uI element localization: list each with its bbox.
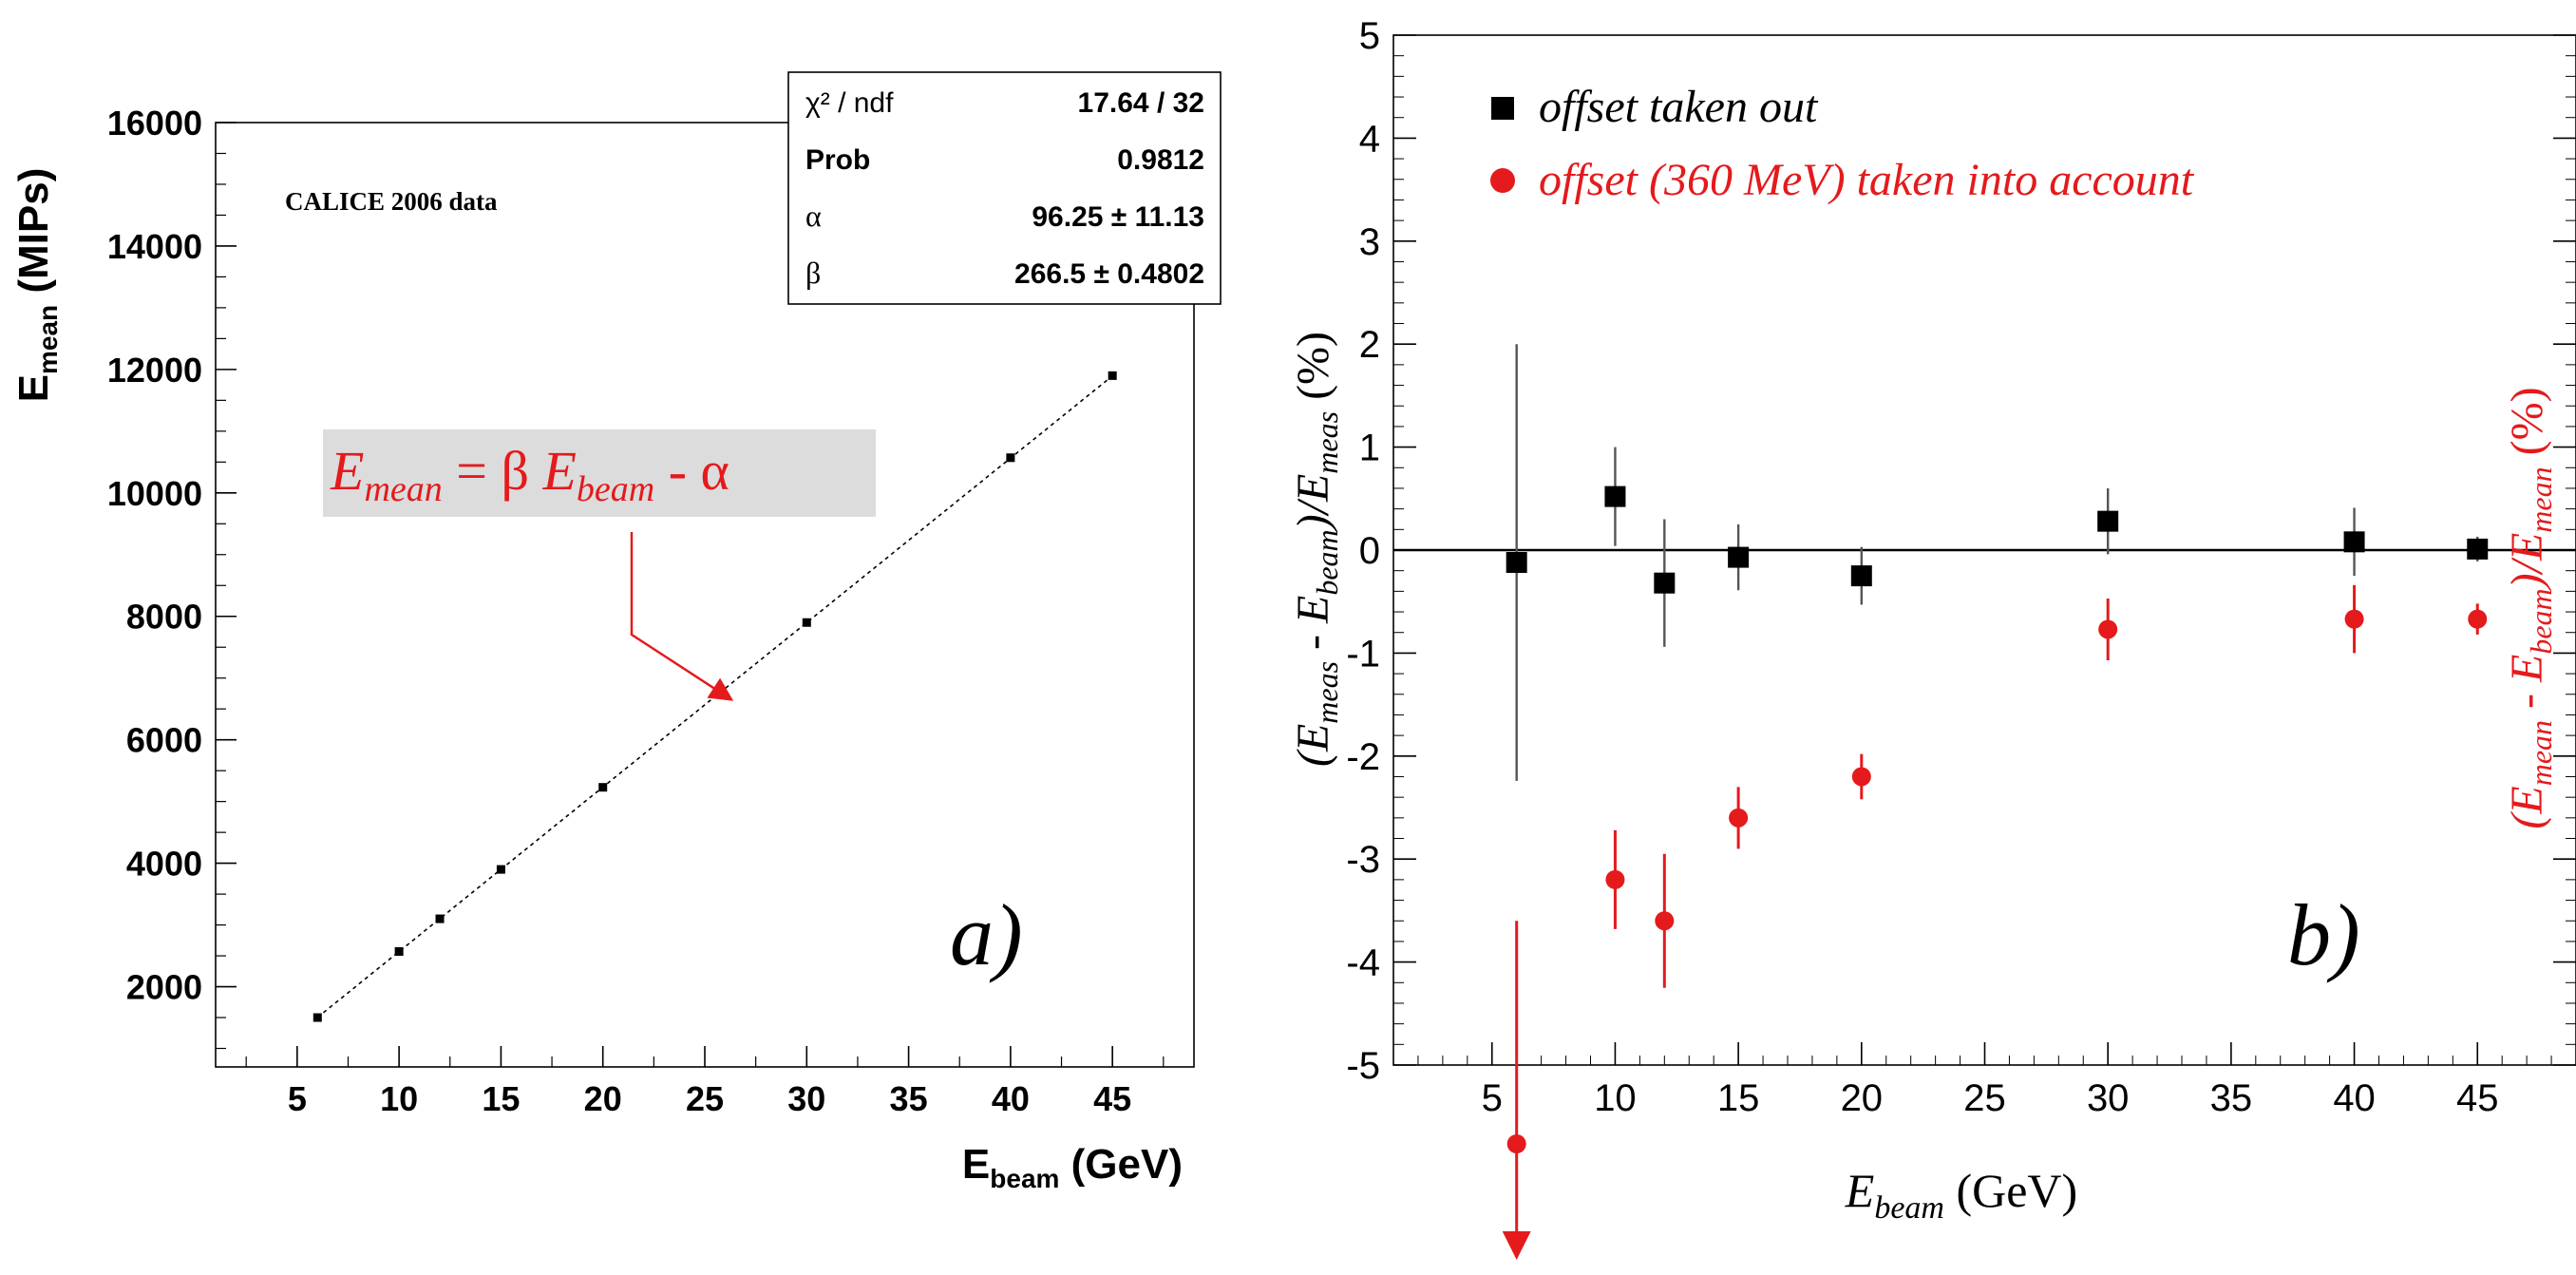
x-tick-label: 35: [2210, 1077, 2253, 1119]
y-tick-label: 16000: [107, 104, 202, 143]
chart-a-dataset-label: CALICE 2006 data: [285, 187, 498, 216]
x-tick-label: 40: [2333, 1077, 2376, 1119]
chart-a-panel-tag: a): [950, 886, 1023, 983]
y-tick-label: 3: [1359, 221, 1380, 263]
x-tick-label: 20: [584, 1079, 622, 1118]
stats-label-alpha: α: [805, 199, 822, 233]
data-point: [496, 865, 505, 874]
y-tick-label: 2000: [126, 968, 202, 1007]
stats-value-alpha: 96.25 ± 11.13: [1032, 201, 1204, 233]
chart-a: 5 10 15 20 25 30 35 40 45 2000 4000 6000 8000 10000 1…: [10, 71, 1222, 1193]
stats-label-beta: β: [805, 256, 821, 290]
stats-value-prob: 0.9812: [1117, 144, 1204, 176]
y-tick-label: -5: [1346, 1045, 1380, 1087]
x-tick-label: 35: [890, 1079, 928, 1118]
legend-marker-black: [1491, 97, 1514, 120]
chart-b-x-ticks: 5 10 15 20 25 30 35 40 45: [1392, 1042, 2552, 1119]
x-tick-label: 45: [1093, 1079, 1131, 1118]
chart-a-stats-box: χ² / ndf 17.64 / 32 Prob 0.9812 α 96.25 …: [787, 71, 1222, 305]
chart-b-y-axis-label-left: (Emeas - Ebeam)/Emeas (%): [1288, 332, 1344, 767]
x-tick-label: 15: [1717, 1077, 1760, 1119]
legend-label-red: offset (360 MeV) taken into account: [1539, 155, 2195, 205]
x-tick-label: 10: [1594, 1077, 1637, 1119]
x-tick-label: 45: [2456, 1077, 2499, 1119]
y-tick-label: 14000: [107, 227, 202, 266]
y-tick-label: 12000: [107, 351, 202, 390]
y-tick-label: -2: [1346, 736, 1380, 778]
data-point: [1108, 371, 1117, 380]
chart-b-x-axis-label: Ebeam (GeV): [1845, 1164, 2077, 1226]
chart-a-y-ticks: 2000 4000 6000 8000 10000 12000 14000 16000: [107, 104, 237, 1050]
x-tick-label: 30: [787, 1079, 825, 1118]
data-point: [435, 914, 445, 923]
y-tick-label: -4: [1346, 942, 1380, 984]
data-point-black: [1654, 572, 1676, 594]
y-tick-label: -1: [1346, 633, 1380, 675]
data-point-red: [1655, 911, 1675, 931]
y-tick-label: 10000: [107, 474, 202, 513]
chart-a-data-points: [313, 371, 1117, 1022]
y-tick-label: 2: [1359, 324, 1380, 366]
data-point-black: [1850, 565, 1872, 587]
chart-b-y-ticks: -5 -4 -3 -2 -1 0 1 2 3 4 5: [1346, 15, 2576, 1087]
y-tick-label: 4000: [126, 845, 202, 884]
y-tick-label: 1: [1359, 428, 1380, 469]
data-point-black: [2097, 510, 2119, 532]
y-tick-label: -3: [1346, 839, 1380, 881]
data-point-red: [1605, 869, 1625, 889]
data-point-black: [2343, 531, 2365, 553]
data-point: [394, 947, 404, 957]
data-point-red: [2344, 609, 2364, 629]
chart-b-series-black: [1506, 344, 2489, 781]
chart-a-x-ticks: 5 10 15 20 25 30 35 40 45: [245, 1046, 1165, 1118]
chart-b-legend: offset taken out offset (360 MeV) taken …: [1490, 82, 2195, 205]
x-tick-label: 25: [686, 1079, 724, 1118]
chart-a-formula-text: Emean = β Ebeam - α: [330, 440, 729, 509]
data-point-black: [1506, 552, 1527, 574]
y-tick-label: 8000: [126, 598, 202, 637]
x-tick-label: 20: [1841, 1077, 1884, 1119]
legend-label-black: offset taken out: [1539, 82, 1819, 132]
x-tick-label: 25: [1963, 1077, 2006, 1119]
x-tick-label: 10: [380, 1079, 418, 1118]
y-tick-label: 6000: [126, 721, 202, 760]
data-point: [1006, 453, 1015, 463]
data-point: [802, 618, 811, 627]
chart-b-panel-tag: b): [2287, 886, 2360, 983]
data-point-black: [1728, 546, 1750, 568]
data-point-red: [2098, 619, 2118, 639]
y-tick-label: 0: [1359, 530, 1380, 572]
x-tick-label: 15: [482, 1079, 520, 1118]
x-tick-label: 5: [1482, 1077, 1503, 1119]
legend-marker-red: [1490, 168, 1515, 193]
x-tick-label: 30: [2087, 1077, 2130, 1119]
chart-a-y-axis-label: Emean (MIPs): [10, 168, 63, 403]
data-point-red: [1506, 1134, 1526, 1153]
data-point-black: [2467, 538, 2489, 560]
stats-label-chi2: χ² / ndf: [805, 87, 894, 119]
x-tick-label: 5: [288, 1079, 307, 1118]
data-point-red: [2468, 609, 2488, 629]
data-point-black: [1604, 485, 1626, 507]
data-point-red: [1851, 767, 1871, 787]
y-tick-label: 4: [1359, 118, 1380, 160]
y-tick-label: 5: [1359, 15, 1380, 57]
chart-b-y-axis-label-right: (Emean - Ebeam)/Emean (%): [2502, 387, 2558, 828]
x-tick-label: 40: [992, 1079, 1030, 1118]
chart-a-formula-annotation: Emean = β Ebeam - α: [323, 429, 876, 701]
stats-value-beta: 266.5 ± 0.4802: [1014, 258, 1204, 290]
data-point-red: [1729, 808, 1749, 828]
chart-b-series-red: [1502, 584, 2488, 1260]
chart-a-x-axis-label: Ebeam (GeV): [962, 1141, 1183, 1193]
stats-value-chi2: 17.64 / 32: [1078, 87, 1204, 119]
stats-label-prob: Prob: [805, 144, 870, 176]
chart-a-formula-arrow: [630, 532, 734, 701]
data-point: [598, 783, 608, 792]
data-point: [313, 1013, 322, 1022]
